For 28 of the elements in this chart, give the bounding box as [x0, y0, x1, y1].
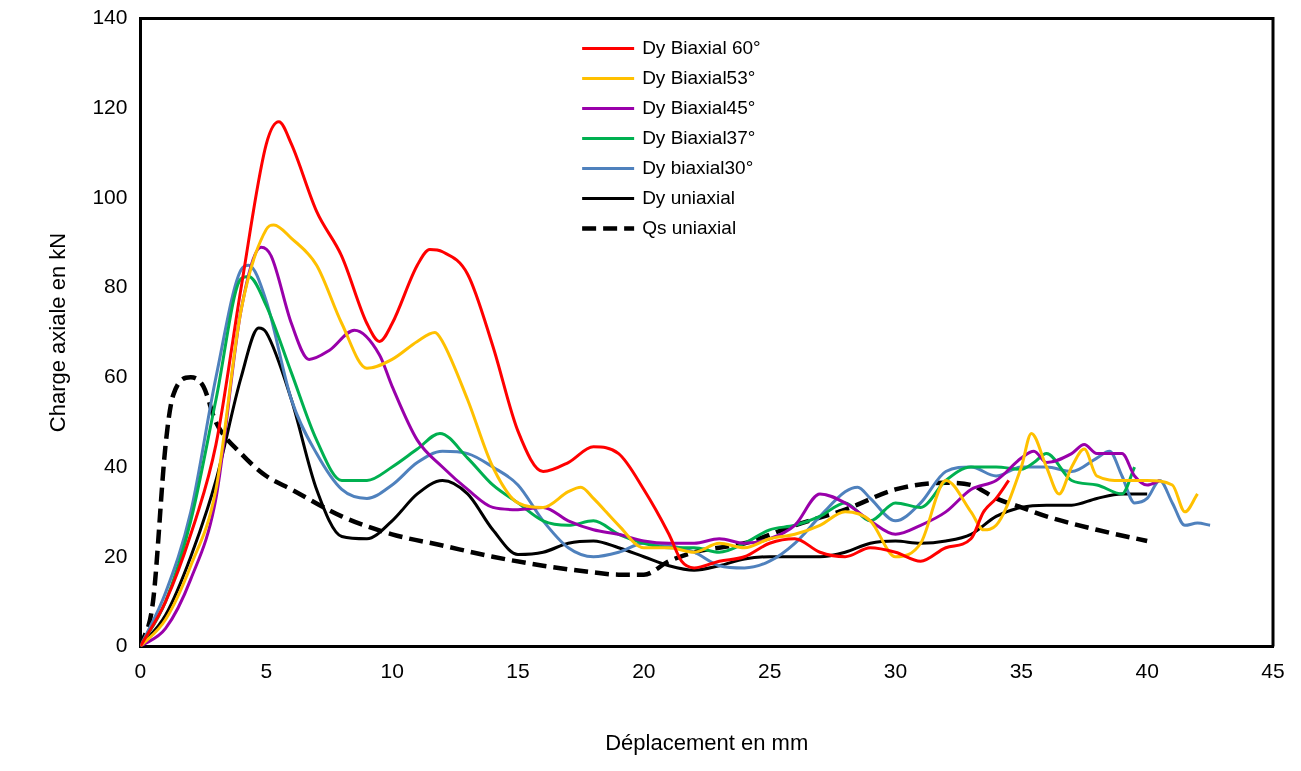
y-axis-title: Charge axiale en kN — [45, 232, 71, 433]
y-tick-label: 40 — [104, 453, 128, 477]
x-tick-label: 0 — [134, 658, 147, 682]
y-tick-label: 0 — [115, 633, 128, 657]
x-tick-label: 40 — [1135, 658, 1159, 682]
legend-label: Dy Biaxial 60° — [642, 36, 761, 58]
legend-label: Qs uniaxial — [642, 216, 737, 238]
y-tick-label: 120 — [92, 95, 128, 119]
x-tick-label: 5 — [260, 658, 273, 682]
y-tick-label: 80 — [104, 274, 128, 298]
y-tick-label: 60 — [104, 364, 128, 388]
x-tick-label: 20 — [632, 658, 656, 682]
legend-label: Dy Biaxial45° — [642, 96, 756, 118]
x-tick-label: 30 — [883, 658, 908, 682]
x-tick-label: 15 — [506, 658, 530, 682]
line-series — [140, 120, 1011, 647]
x-tick-label: 35 — [1009, 658, 1033, 682]
y-tick-label: 20 — [104, 543, 128, 567]
y-tick-label: 100 — [92, 184, 128, 208]
legend-label: Dy biaxial30° — [642, 156, 754, 178]
x-axis-title: Déplacement en mm — [605, 729, 809, 755]
legend-label: Dy Biaxial37° — [642, 126, 756, 148]
y-tick-label: 140 — [92, 5, 128, 29]
x-tick-label: 45 — [1261, 658, 1285, 682]
x-tick-label: 25 — [757, 658, 782, 682]
legend-label: Dy Biaxial53° — [642, 66, 756, 88]
x-tick-label: 10 — [380, 658, 404, 682]
legend-label: Dy uniaxial — [642, 186, 736, 208]
